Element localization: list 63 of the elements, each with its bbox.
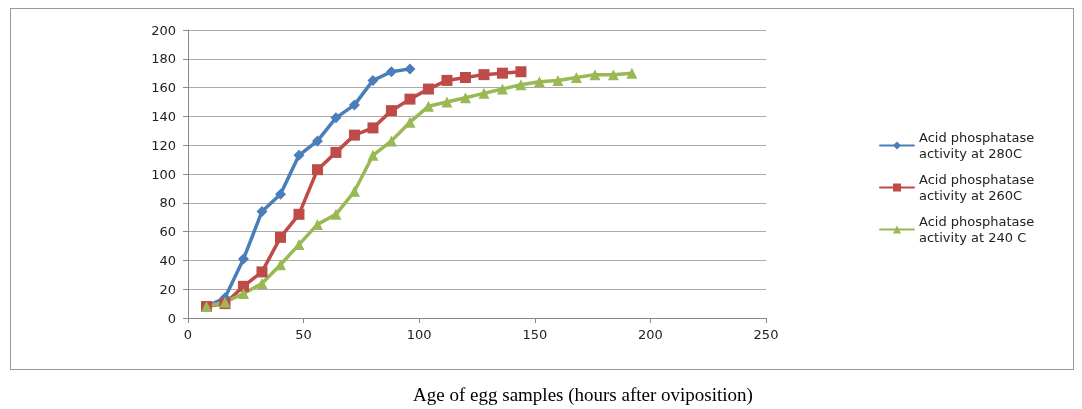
point bbox=[441, 96, 453, 108]
point bbox=[404, 63, 416, 75]
point bbox=[404, 93, 416, 105]
point bbox=[478, 69, 490, 81]
x-axis-title: Age of egg samples (hours after oviposition) bbox=[412, 384, 754, 406]
point bbox=[367, 122, 379, 134]
point bbox=[496, 67, 508, 79]
point bbox=[385, 135, 397, 147]
y-tick-label: 0 bbox=[167, 310, 176, 326]
point bbox=[533, 76, 545, 88]
x-tick-label: 200 bbox=[637, 327, 663, 342]
y-tick-label: 20 bbox=[159, 281, 176, 297]
point bbox=[256, 277, 268, 289]
point bbox=[589, 69, 601, 81]
point bbox=[256, 205, 268, 217]
point bbox=[459, 72, 471, 84]
x-tick-label: 50 bbox=[295, 327, 312, 342]
point bbox=[441, 74, 453, 86]
point bbox=[515, 66, 527, 78]
point bbox=[385, 105, 397, 117]
y-tick-label: 180 bbox=[151, 51, 176, 67]
y-tick-label: 60 bbox=[159, 224, 176, 240]
point bbox=[626, 67, 638, 79]
point bbox=[607, 69, 619, 81]
point bbox=[293, 149, 305, 161]
x-tick-label: 0 bbox=[183, 327, 193, 342]
point bbox=[330, 208, 342, 220]
y-tick-label: 140 bbox=[151, 108, 176, 124]
x-tick-label: 150 bbox=[522, 327, 548, 342]
point bbox=[330, 112, 342, 124]
legend-label: Acid phosphatase activity at 280C bbox=[919, 130, 1039, 161]
x-tick-label: 250 bbox=[753, 327, 779, 342]
point bbox=[496, 83, 508, 95]
point bbox=[459, 92, 471, 104]
y-tick-label: 120 bbox=[151, 137, 176, 153]
point bbox=[237, 253, 249, 265]
y-tick-label: 100 bbox=[151, 166, 176, 182]
y-tick-label: 80 bbox=[159, 195, 176, 211]
point bbox=[367, 74, 379, 86]
point bbox=[311, 135, 323, 147]
point bbox=[274, 188, 286, 200]
x-tick-label: 100 bbox=[406, 327, 432, 342]
point bbox=[293, 208, 305, 220]
point bbox=[237, 280, 249, 292]
point bbox=[552, 74, 564, 86]
y-tick-label: 200 bbox=[151, 22, 176, 38]
point bbox=[348, 99, 360, 111]
point bbox=[274, 231, 286, 243]
point bbox=[570, 72, 582, 84]
point bbox=[385, 66, 397, 78]
point bbox=[478, 87, 490, 99]
legend-label: Acid phosphatase activity at 260C bbox=[919, 172, 1039, 203]
point bbox=[311, 164, 323, 176]
point bbox=[367, 149, 379, 161]
point bbox=[422, 83, 434, 95]
point bbox=[330, 146, 342, 158]
y-tick-label: 160 bbox=[151, 80, 176, 96]
point bbox=[515, 79, 527, 91]
legend-label: Acid phosphatase activity at 240 C bbox=[919, 214, 1039, 245]
point bbox=[348, 129, 360, 141]
y-tick-label: 40 bbox=[159, 252, 176, 268]
point bbox=[237, 288, 249, 300]
point bbox=[256, 266, 268, 278]
